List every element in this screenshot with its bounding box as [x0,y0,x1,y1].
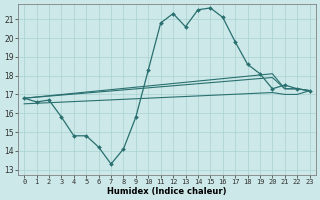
X-axis label: Humidex (Indice chaleur): Humidex (Indice chaleur) [107,187,227,196]
